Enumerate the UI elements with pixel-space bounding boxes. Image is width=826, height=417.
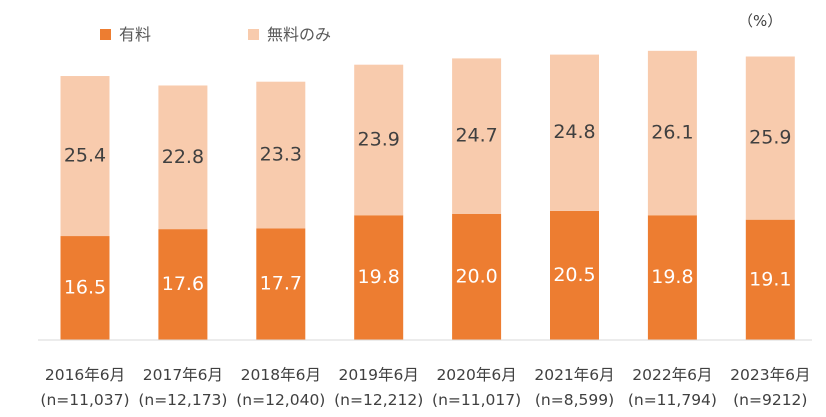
legend-swatch-paid (100, 29, 111, 40)
data-label-free-only: 26.1 (651, 122, 693, 144)
legend-label-free-only: 無料のみ (267, 25, 331, 44)
category-label: 2020年6月 (436, 366, 516, 384)
data-label-paid: 17.7 (260, 273, 302, 295)
bar-segment-paid (158, 229, 208, 340)
sample-size-label: (n=11,794) (628, 391, 717, 409)
data-label-free-only: 22.8 (162, 146, 204, 168)
bar-segment-paid (452, 214, 502, 340)
data-label-free-only: 23.9 (358, 128, 400, 150)
bar-segment-free-only (452, 58, 502, 214)
data-label-paid: 20.0 (455, 266, 497, 288)
bars-group: 16.5 25.4 17.6 22.8 17.7 23.3 19.8 23.9 20.0 24.7… (60, 50, 795, 340)
category-label: 2023年6月 (730, 366, 810, 384)
sample-size-label: (n=12,040) (236, 391, 325, 409)
data-label-free-only: 25.9 (749, 127, 791, 149)
sample-size-label: (n=11,037) (40, 391, 129, 409)
category-label: 2016年6月 (45, 366, 125, 384)
sample-size-label: (n=12,212) (334, 391, 423, 409)
data-label-paid: 19.1 (749, 268, 791, 290)
data-label-free-only: 23.3 (260, 144, 302, 166)
bar-segment-free-only (550, 54, 599, 211)
bar-segment-paid (354, 215, 404, 340)
sample-size-label: (n=8,599) (535, 391, 614, 409)
data-label-paid: 19.8 (358, 266, 400, 288)
bar-segment-paid (60, 236, 110, 340)
data-label-paid: 19.8 (651, 266, 693, 288)
category-label: 2022年6月 (632, 366, 712, 384)
category-labels: 2016年6月 (n=11,037) 2017年6月 (n=12,173) 2018年6… (40, 366, 810, 409)
unit-label: （%） (738, 12, 782, 30)
sample-size-label: (n=12,173) (138, 391, 227, 409)
data-label-paid: 17.6 (162, 273, 204, 295)
category-label: 2017年6月 (143, 366, 223, 384)
bar-segment-paid (256, 228, 306, 340)
category-label: 2019年6月 (339, 366, 419, 384)
legend-swatch-free-only (248, 29, 259, 40)
legend: 有料 無料のみ (100, 25, 331, 44)
sample-size-label: (n=9212) (733, 391, 807, 409)
bar-segment-free-only (745, 56, 795, 220)
data-label-free-only: 24.8 (553, 121, 595, 143)
bar-segment-free-only (354, 64, 404, 216)
bar-segment-paid (550, 210, 599, 340)
bar-segment-paid (745, 219, 795, 340)
data-label-free-only: 25.4 (64, 145, 106, 167)
bar-segment-free-only (647, 50, 697, 216)
bar-segment-free-only (60, 76, 110, 237)
data-label-free-only: 24.7 (455, 125, 497, 147)
bar-segment-free-only (256, 81, 306, 229)
category-label: 2021年6月 (534, 366, 614, 384)
category-label: 2018年6月 (241, 366, 321, 384)
bar-segment-free-only (158, 85, 208, 230)
data-label-paid: 20.5 (553, 264, 595, 286)
bar-segment-paid (647, 215, 697, 340)
data-label-paid: 16.5 (64, 277, 106, 299)
legend-label-paid: 有料 (119, 25, 151, 44)
sample-size-label: (n=11,017) (432, 391, 521, 409)
